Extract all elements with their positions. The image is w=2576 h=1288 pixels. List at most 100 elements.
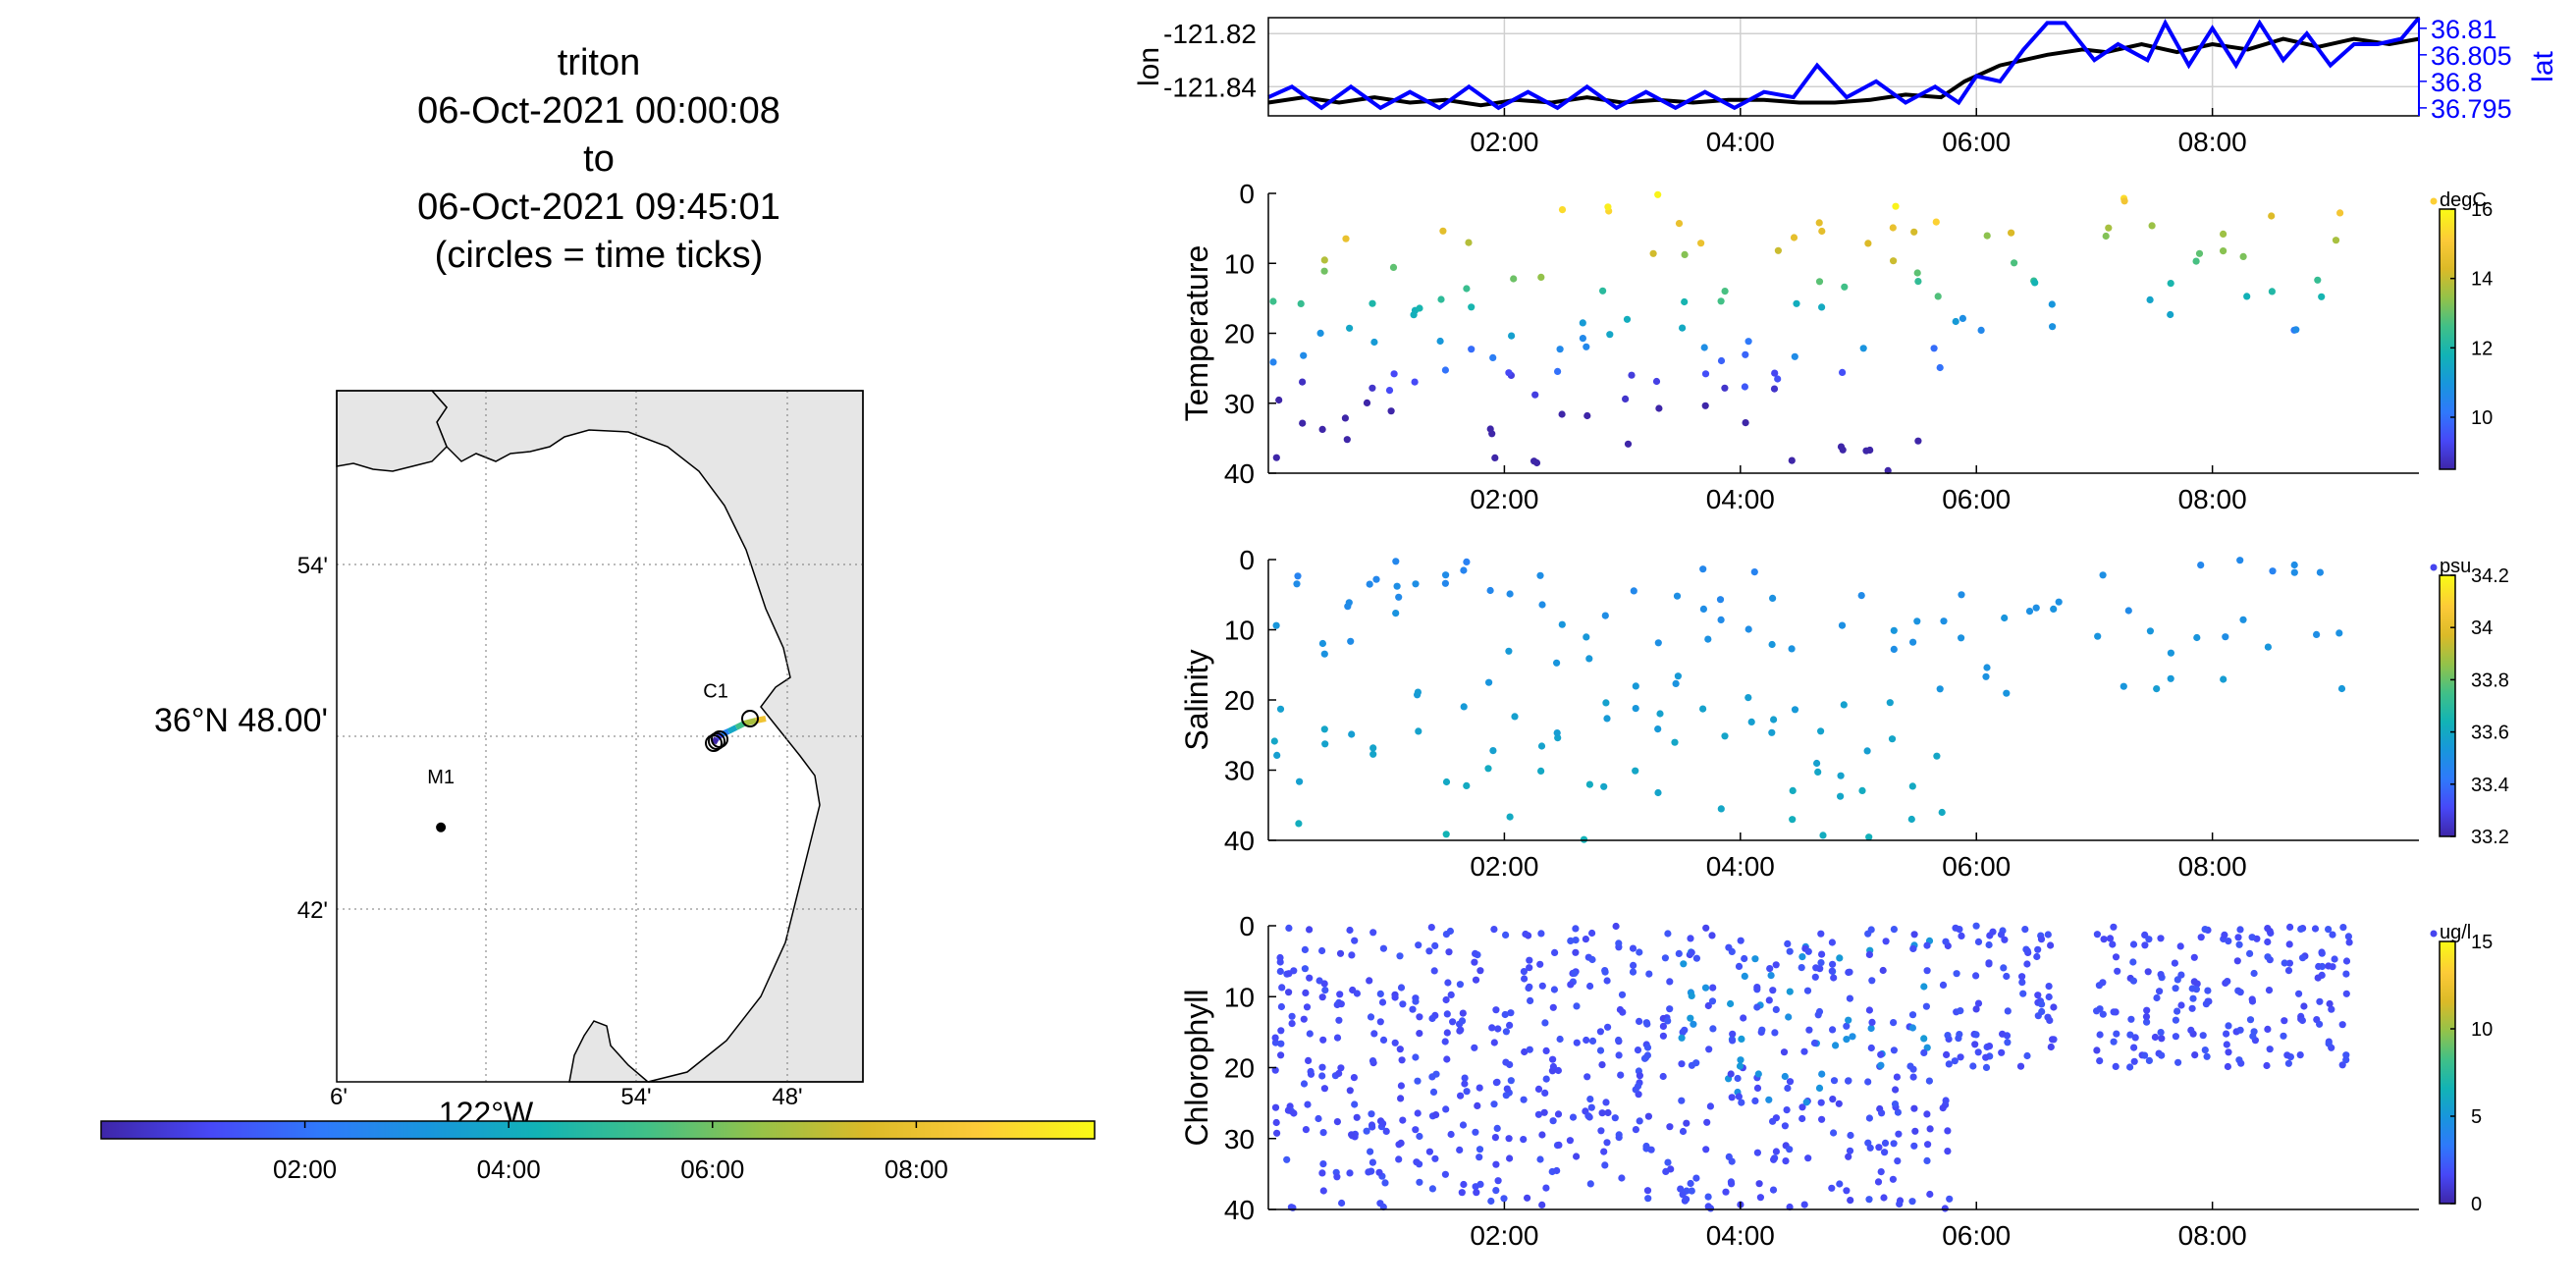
chlorophyll-point (1997, 931, 2006, 939)
chlorophyll-point (1704, 1001, 1712, 1010)
track-segment (743, 718, 757, 726)
chlorophyll-point (2093, 931, 2101, 939)
salinity-point (1838, 621, 1847, 629)
chlorophyll-point (1381, 1179, 1389, 1187)
salinity-point (1671, 738, 1679, 746)
chlorophyll-point (1985, 959, 1993, 967)
salinity-ytick-label: 0 (1239, 545, 1255, 575)
chlorophyll-point (1586, 1180, 1594, 1188)
chlorophyll-point (1687, 935, 1694, 942)
chlorophyll-point (1459, 1009, 1467, 1017)
chlorophyll-point (1944, 1032, 1952, 1040)
chlorophyll-point (1301, 945, 1309, 954)
chlorophyll-point (1368, 1110, 1375, 1118)
land-area-north (336, 390, 448, 472)
chlorophyll-point (2266, 928, 2274, 936)
chlorophyll-point (2000, 964, 2008, 972)
chlorophyll-point (1368, 1057, 1377, 1065)
chlorophyll-point (1629, 968, 1637, 976)
map-colorbar-tick-label: 06:00 (680, 1154, 744, 1184)
chlorophyll-point (2038, 1007, 2046, 1016)
chlorophyll-point (1494, 1025, 1502, 1033)
chlorophyll-point (1351, 1100, 1359, 1108)
temperature-point (1488, 430, 1496, 438)
chlorophyll-point (1708, 932, 1716, 939)
temperature-point (1389, 263, 1398, 271)
salinity-point (1296, 778, 1304, 785)
salinity-point (1320, 650, 1328, 658)
chlorophyll-point (2338, 1061, 2346, 1069)
temperature-point (1884, 466, 1892, 474)
chlorophyll-point (1974, 938, 1983, 946)
chlorophyll-point (2326, 999, 2334, 1008)
map-colorbar-tick-label: 08:00 (885, 1154, 948, 1184)
chlorophyll-point (1681, 1026, 1689, 1034)
chlorophyll-point (2225, 1022, 2232, 1030)
chlorophyll-point (2283, 1051, 2291, 1059)
salinity-point (2032, 604, 2040, 612)
salinity-point (1602, 699, 1610, 707)
temperature-point (1579, 335, 1586, 343)
chlorophyll-point (2151, 1033, 2159, 1042)
chlorophyll-point (1770, 1155, 1778, 1163)
temperature-point (1790, 234, 1798, 242)
chlorophyll-points (1271, 922, 2353, 1212)
chlorophyll-point (2188, 985, 2196, 993)
track-segment (734, 721, 746, 730)
chlorophyll-point (1476, 1146, 1484, 1154)
chlorophyll-point (1734, 1074, 1742, 1083)
chlorophyll-point (1728, 1157, 1736, 1165)
salinity-point (1858, 786, 1866, 795)
chlorophyll-point (1582, 936, 1589, 943)
chlorophyll-point (1828, 1184, 1836, 1192)
temperature-colorbar (2439, 208, 2456, 470)
salinity-point (2269, 567, 2277, 575)
chlorophyll-point (1524, 1194, 1531, 1202)
chlorophyll-point (2126, 1031, 2134, 1039)
chlorophyll-point (2280, 1032, 2287, 1040)
nav-ytick-right-label: 36.805 (2431, 41, 2512, 71)
chlorophyll-point (2225, 1048, 2232, 1056)
chlorophyll-point (2093, 1007, 2101, 1015)
chlorophyll-point (2141, 941, 2149, 949)
chlorophyll-point (1875, 1144, 1883, 1152)
chlorophyll-point (2221, 931, 2228, 939)
chlorophyll-point (1867, 1024, 1875, 1033)
chlorophyll-point (1276, 967, 1284, 976)
salinity-point (1704, 635, 1712, 643)
chlorophyll-point (1890, 926, 1898, 934)
chlorophyll-point (1494, 1177, 1502, 1185)
salinity-point (1442, 778, 1451, 786)
chlorophyll-point (1588, 929, 1596, 938)
chlorophyll-point (1536, 1155, 1544, 1163)
temperature-point (1742, 419, 1749, 427)
chlorophyll-point (1461, 1074, 1469, 1082)
salinity-point (1558, 620, 1566, 628)
temperature-xtick-label: 04:00 (1706, 484, 1775, 514)
chlorophyll-point (1804, 947, 1812, 955)
chlorophyll-point (1615, 939, 1623, 947)
temperature-point (1721, 288, 1729, 295)
temperature-legend-marker (2430, 197, 2438, 205)
chlorophyll-point (1753, 1003, 1761, 1011)
chlorophyll-point (1725, 943, 1733, 951)
temperature-colorbar-tick-label: 10 (2471, 407, 2493, 429)
chlorophyll-point (1923, 1110, 1931, 1118)
salinity-point (1553, 659, 1561, 667)
chlorophyll-point (1368, 1158, 1376, 1166)
nav-ytick-right-label: 36.81 (2431, 15, 2497, 44)
chlorophyll-point (1276, 958, 1284, 966)
chlorophyll-point (1659, 1072, 1667, 1081)
temperature-point (1363, 399, 1371, 406)
chlorophyll-point (1798, 964, 1805, 972)
chlorophyll-point (2284, 967, 2293, 975)
chlorophyll-point (2177, 971, 2185, 979)
nav-series-lat (1267, 16, 2421, 111)
chlorophyll-point (1336, 949, 1345, 957)
chlorophyll-point (1909, 944, 1917, 953)
salinity-point (1837, 772, 1845, 779)
salinity-point (1813, 759, 1821, 768)
chlorophyll-point (2318, 948, 2326, 956)
chlorophyll-point (1520, 968, 1528, 976)
chlorophyll-point (1798, 1114, 1806, 1123)
